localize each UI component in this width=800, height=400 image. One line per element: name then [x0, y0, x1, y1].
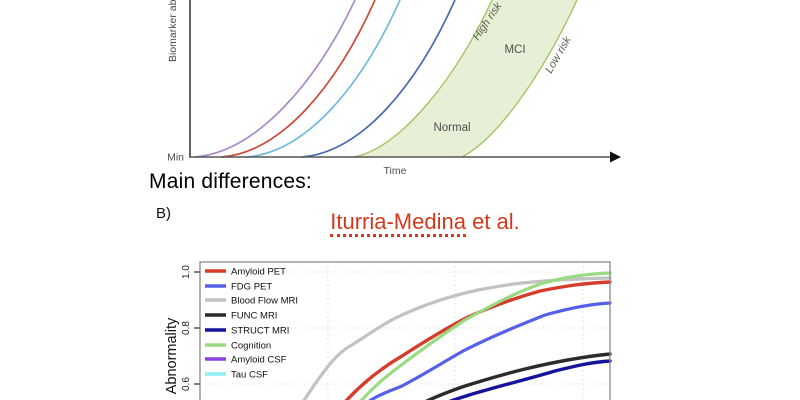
legend-label-blood-flow-mri: Blood Flow MRI — [231, 296, 298, 307]
biomarker-curve-purple — [194, 0, 356, 158]
panel-b-label: B) — [156, 205, 171, 222]
legend-item-struct-mri: STRUCT MRI — [205, 326, 289, 337]
biomarker-curve-lightblue — [246, 0, 401, 158]
x-axis-arrowhead-icon — [610, 151, 621, 163]
legend-item-func-mri: FUNC MRI — [205, 311, 277, 322]
citation-author-underlined: Iturria-Medina — [330, 209, 466, 237]
y-axis-ticks — [194, 271, 200, 385]
normal-label: Normal — [433, 122, 470, 134]
legend-item-tau-csf: Tau CSF — [205, 370, 268, 381]
chart-b-legend: Amyloid PET FDG PET Blood Flow MRI FUNC … — [205, 267, 298, 381]
chart-a-y-axis-label: Biomarker abnormality — [167, 0, 179, 62]
chart-a-x-axis-label: Time — [384, 165, 407, 177]
main-differences-heading: Main differences: — [149, 170, 312, 193]
citation-title: Iturria-Medina et al. — [200, 209, 650, 237]
biomarker-curve-blue — [301, 0, 456, 158]
legend-label-fdg-pet: FDG PET — [231, 282, 272, 293]
y-tick-label-1.0: 1.0 — [181, 265, 192, 279]
legend-label-amyloid-csf: Amyloid CSF — [231, 355, 287, 366]
biomarker-curve-red — [221, 0, 376, 158]
low-risk-boundary-curve — [461, 0, 578, 158]
legend-label-struct-mri: STRUCT MRI — [231, 326, 289, 337]
legend-label-func-mri: FUNC MRI — [231, 311, 277, 322]
abnormality-chart: 1.0 0.8 0.6 Abnormality Amyloid PET FDG … — [164, 261, 612, 400]
y-tick-label-0.6: 0.6 — [181, 377, 192, 391]
legend-item-blood-flow-mri: Blood Flow MRI — [205, 296, 298, 307]
y-tick-label-0.8: 0.8 — [181, 321, 192, 335]
cognition-curve — [359, 271, 612, 400]
func-mri-curve — [425, 352, 612, 400]
fdg-pet-curve — [368, 301, 612, 400]
legend-label-amyloid-pet: Amyloid PET — [231, 267, 286, 278]
risk-band-fill — [353, 0, 577, 157]
high-risk-boundary-curve — [352, 0, 493, 158]
legend-label-cognition: Cognition — [231, 341, 271, 352]
chart-a-min-label: Min — [167, 152, 184, 164]
mci-label: MCI — [504, 44, 525, 56]
struct-mri-curve — [448, 359, 612, 400]
legend-label-tau-csf: Tau CSF — [231, 370, 268, 381]
legend-item-fdg-pet: FDG PET — [205, 282, 272, 293]
biomarker-trajectory-chart: Biomarker abnormality Min Time High risk… — [167, 0, 621, 177]
legend-item-cognition: Cognition — [205, 341, 271, 352]
legend-item-amyloid-csf: Amyloid CSF — [205, 355, 287, 366]
citation-et-al: et al. — [465, 209, 520, 234]
blood-flow-mri-curve — [302, 276, 612, 400]
legend-item-amyloid-pet: Amyloid PET — [205, 267, 286, 278]
plot-border — [199, 261, 611, 400]
chart-b-y-axis-label: Abnormality — [164, 317, 180, 394]
